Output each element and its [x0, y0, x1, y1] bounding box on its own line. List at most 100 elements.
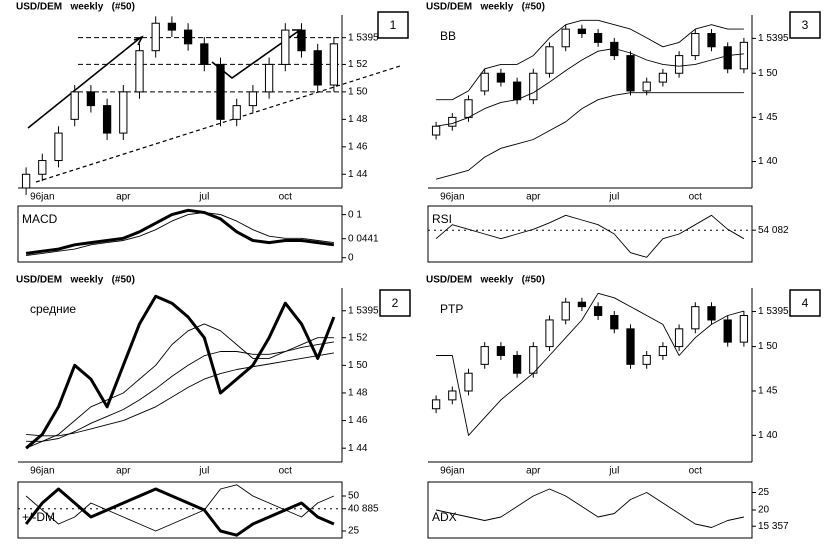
- candle-body: [38, 160, 47, 175]
- y-tick-label: 25: [348, 526, 360, 537]
- y-tick-label: 1 44: [348, 443, 368, 454]
- indicator-line: [435, 214, 745, 258]
- indicator-frame: [17, 481, 343, 539]
- candle-body: [739, 41, 749, 70]
- panel-title: USD/DEM weekly (#50): [426, 275, 545, 286]
- candle-body: [135, 50, 144, 93]
- x-tick-label: jul: [198, 192, 209, 203]
- candle-body: [691, 306, 700, 330]
- candle-body: [264, 63, 274, 93]
- y-tick-label: 20: [758, 505, 770, 516]
- panel-number-box: [379, 289, 411, 317]
- y-tick-label: 1 50: [758, 68, 778, 79]
- panel-number: 4: [802, 296, 809, 310]
- candle-body: [674, 328, 684, 348]
- candle-body: [707, 306, 716, 321]
- indicator-label: MACD: [22, 212, 58, 226]
- candle-body: [248, 91, 258, 107]
- series-line: [25, 294, 336, 450]
- y-tick-label: 54 082: [758, 225, 789, 236]
- indicator-line: [25, 208, 335, 255]
- candle-body: [593, 306, 603, 317]
- x-tick-label: oct: [689, 192, 703, 203]
- y-tick-label: 1 52: [348, 332, 368, 343]
- y-tick-label: 1 40: [758, 156, 778, 167]
- candle-body: [739, 315, 749, 343]
- y-tick-label: 1 46: [348, 415, 368, 426]
- candle-body: [723, 46, 732, 70]
- series-line: [436, 19, 744, 101]
- candle-body: [167, 22, 177, 31]
- series-line: [26, 341, 334, 442]
- y-tick-label: 1 45: [758, 386, 778, 397]
- y-tick-label: 1 45: [758, 112, 778, 123]
- panel-number-box: [789, 289, 821, 317]
- indicator-frame: [17, 205, 343, 263]
- candle-body: [561, 301, 570, 321]
- candle-body: [431, 399, 441, 410]
- y-tick-label: 25: [758, 487, 770, 498]
- series-line: [436, 48, 744, 127]
- indicator-line: [26, 212, 334, 256]
- candle-body: [626, 55, 635, 92]
- candle-body: [496, 72, 506, 83]
- candle-body: [707, 33, 716, 48]
- candle-body: [54, 132, 63, 162]
- x-tick-label: 96jan: [440, 466, 464, 477]
- candle-body: [86, 91, 96, 107]
- y-tick-label: 1 50: [348, 360, 368, 371]
- candle-body: [529, 72, 538, 101]
- y-tick-label: 1 5395: [348, 32, 379, 43]
- x-tick-label: apr: [116, 466, 131, 477]
- panel-label: PTP: [440, 302, 463, 316]
- support-line: [35, 65, 401, 183]
- candle-body: [561, 28, 570, 48]
- indicator-line: [25, 484, 335, 532]
- x-tick-label: jul: [198, 466, 209, 477]
- candle-body: [691, 33, 700, 57]
- y-tick-label: 1 44: [348, 169, 368, 180]
- indicator-line: [436, 488, 744, 528]
- x-tick-label: 96jan: [440, 192, 464, 203]
- y-tick-label: 0 0441: [348, 233, 379, 244]
- candle-body: [119, 91, 128, 134]
- candle-body: [102, 105, 112, 134]
- panel-label: средние: [30, 302, 76, 316]
- candle-body: [577, 301, 587, 308]
- x-tick-label: 96jan: [30, 466, 54, 477]
- candle-body: [610, 315, 619, 330]
- candle-body: [232, 105, 241, 120]
- indicator-label: ADX: [432, 510, 457, 524]
- y-tick-label: 1 50: [758, 341, 778, 352]
- indicator-line: [24, 487, 335, 537]
- candle-body: [512, 81, 522, 101]
- indicator-label: RSI: [432, 212, 452, 226]
- candle-body: [658, 346, 668, 356]
- panel-number-box: [789, 11, 821, 39]
- indicator-frame: [427, 205, 753, 263]
- panel-number: 2: [392, 296, 399, 310]
- candle-body: [431, 125, 441, 136]
- candle-body: [216, 63, 225, 120]
- candle-body: [297, 29, 306, 52]
- candle-body: [313, 50, 322, 86]
- series-line: [25, 323, 334, 449]
- candle-body: [183, 29, 193, 45]
- candle-body: [70, 91, 79, 120]
- candle-body: [593, 33, 603, 43]
- panel-title: USD/DEM weekly (#50): [426, 2, 545, 13]
- y-tick-label: 0 1: [348, 209, 362, 220]
- y-tick-label: 1 40: [758, 430, 778, 441]
- candle-body: [658, 72, 668, 83]
- y-tick-label: 50: [348, 491, 360, 502]
- candle-body: [448, 116, 457, 127]
- series-line: [435, 92, 744, 180]
- candle-body: [21, 173, 31, 189]
- panel-label: BB: [440, 29, 456, 43]
- y-tick-label: 1 50: [348, 87, 368, 98]
- candle-body: [529, 346, 538, 374]
- x-tick-label: apr: [116, 192, 131, 203]
- y-tick-label: 1 46: [348, 141, 368, 152]
- x-tick-label: apr: [526, 192, 541, 203]
